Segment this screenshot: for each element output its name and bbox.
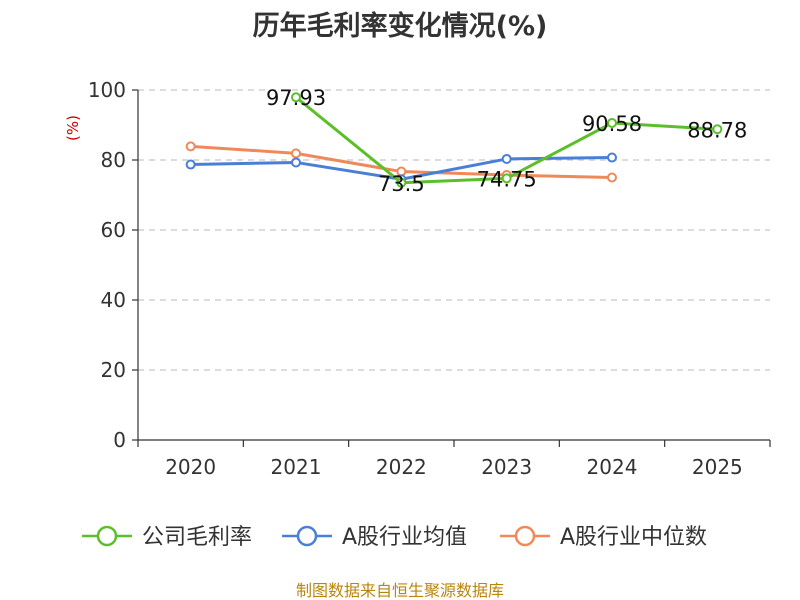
x-tick-label-2024: 2024 <box>587 455 638 479</box>
point-0-2025 <box>712 124 723 135</box>
y-tick-label-0: 0 <box>113 428 126 452</box>
y-tick-label-20: 20 <box>101 358 126 382</box>
data-label-2021: 97.93 <box>266 86 326 110</box>
legend-marker-0 <box>96 525 118 547</box>
series-2 <box>185 141 617 183</box>
point-0-2024 <box>607 117 617 128</box>
legend-item-2[interactable]: A股行业中位数 <box>500 525 707 550</box>
grid-lines <box>138 89 770 371</box>
legend-marker-1 <box>296 525 318 547</box>
data-label-2024: 90.58 <box>582 112 642 136</box>
point-1-2020 <box>185 159 196 170</box>
x-tick-label-2021: 2021 <box>271 455 322 479</box>
data-label-2023: 74.75 <box>477 167 537 191</box>
data-label-2022: 73.5 <box>378 172 425 196</box>
y-axis-label: (%) <box>64 115 82 141</box>
data-source-note: 制图数据来自恒生聚源数据库 <box>296 581 504 600</box>
legend-item-1[interactable]: A股行业均值 <box>282 525 467 550</box>
legend-label-2: A股行业中位数 <box>560 525 707 550</box>
series-layer <box>185 92 723 188</box>
axes: 0 20 40 60 80 100 2020 2021 2022 2023 2024 2025 <box>88 78 771 479</box>
y-tick-label-100: 100 <box>88 78 126 102</box>
y-tick-label-80: 80 <box>101 148 126 172</box>
legend-label-0: 公司毛利率 <box>142 525 252 550</box>
legend-label-1: A股行业均值 <box>342 525 467 550</box>
chart-title: 历年毛利率变化情况(%) <box>253 10 548 42</box>
legend-item-0[interactable]: 公司毛利率 <box>82 525 252 550</box>
point-0-2021 <box>291 92 301 103</box>
data-label-2025: 88.78 <box>687 118 747 142</box>
y-tick-label-40: 40 <box>101 288 126 312</box>
x-tick-label-2025: 2025 <box>692 455 743 479</box>
point-1-2023 <box>501 153 512 164</box>
legend[interactable]: 公司毛利率 A股行业均值 A股行业中位数 <box>82 525 707 550</box>
point-0-2023 <box>501 173 512 184</box>
x-tick-label-2023: 2023 <box>481 455 532 479</box>
point-1-2024 <box>607 152 617 163</box>
legend-marker-2 <box>514 525 536 547</box>
x-tick-label-2022: 2022 <box>376 455 427 479</box>
point-2-2021 <box>291 148 301 159</box>
point-2-2020 <box>185 141 196 152</box>
point-2-2024 <box>607 172 617 183</box>
point-0-2022 <box>396 177 407 188</box>
data-labels: 97.93 73.5 74.75 90.58 88.78 <box>266 86 747 196</box>
point-1-2021 <box>291 157 301 168</box>
y-tick-label-60: 60 <box>101 218 126 242</box>
series-0 <box>291 92 723 188</box>
x-tick-label-2020: 2020 <box>165 455 216 479</box>
